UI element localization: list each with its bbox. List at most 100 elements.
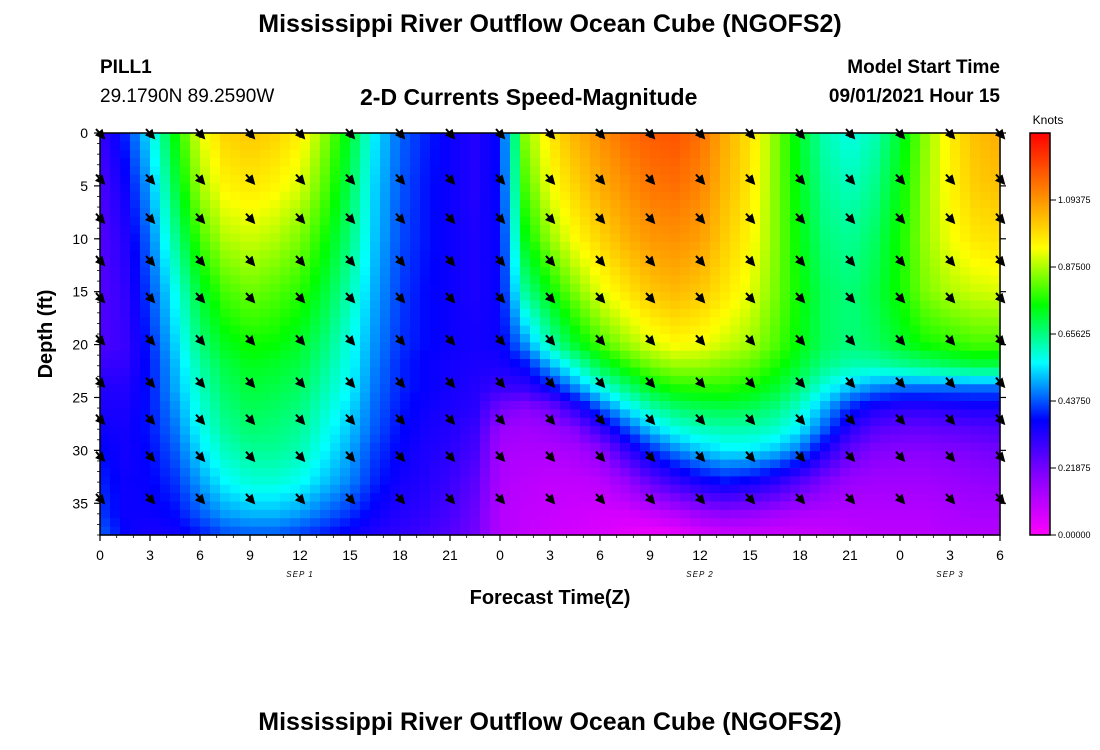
heatmap-cell bbox=[610, 267, 621, 276]
heatmap-cell bbox=[730, 300, 741, 310]
heatmap-cell bbox=[900, 401, 911, 410]
current-vector bbox=[644, 493, 656, 505]
heatmap-cell bbox=[520, 149, 531, 159]
heatmap-cell bbox=[550, 241, 561, 251]
heatmap-cell bbox=[230, 325, 241, 335]
heatmap-cell bbox=[630, 275, 641, 285]
heatmap-cell bbox=[310, 476, 321, 486]
heatmap-cell bbox=[900, 250, 911, 260]
heatmap-cell bbox=[470, 317, 481, 327]
heatmap-cell bbox=[160, 183, 171, 193]
heatmap-cell bbox=[550, 158, 561, 168]
heatmap-cell bbox=[550, 442, 561, 452]
heatmap-cell bbox=[430, 459, 441, 469]
heatmap-cell bbox=[820, 283, 831, 293]
heatmap-cell bbox=[880, 392, 891, 402]
heatmap-cell bbox=[910, 409, 921, 419]
heatmap-cell bbox=[140, 275, 151, 285]
heatmap-cell bbox=[950, 233, 961, 243]
heatmap-cell bbox=[190, 308, 201, 318]
heatmap-cell bbox=[150, 233, 161, 243]
current-vector bbox=[644, 255, 656, 267]
heatmap-cell bbox=[470, 250, 481, 260]
heatmap-cell bbox=[410, 225, 421, 235]
heatmap-cell bbox=[860, 233, 871, 243]
heatmap-cell bbox=[100, 267, 111, 276]
heatmap-cell bbox=[120, 359, 131, 369]
heatmap-cell bbox=[120, 509, 131, 519]
heatmap-cell bbox=[150, 200, 161, 209]
heatmap-cell bbox=[910, 225, 921, 235]
heatmap-cell bbox=[500, 149, 511, 159]
heatmap-cell bbox=[970, 158, 981, 168]
heatmap-cell bbox=[820, 241, 831, 251]
heatmap-cell bbox=[560, 233, 571, 243]
heatmap-cell bbox=[560, 292, 571, 302]
heatmap-cell bbox=[110, 526, 121, 536]
heatmap-cell bbox=[190, 476, 201, 486]
heatmap-cell bbox=[810, 459, 821, 469]
heatmap-cell bbox=[220, 141, 231, 151]
heatmap-cell bbox=[570, 191, 581, 201]
heatmap-cell bbox=[940, 158, 951, 168]
heatmap-cell bbox=[590, 426, 601, 436]
heatmap-cell bbox=[440, 241, 451, 251]
heatmap-cell bbox=[260, 434, 271, 444]
heatmap-cell bbox=[120, 392, 131, 402]
heatmap-cell bbox=[790, 359, 801, 369]
heatmap-cell bbox=[710, 350, 721, 360]
heatmap-cell bbox=[520, 409, 531, 419]
heatmap-cell bbox=[270, 325, 281, 335]
heatmap-cell bbox=[840, 267, 851, 276]
heatmap-cell bbox=[430, 509, 441, 519]
heatmap-cell bbox=[450, 476, 461, 486]
heatmap-cell bbox=[300, 442, 311, 452]
heatmap-cell bbox=[560, 434, 571, 444]
heatmap-cell bbox=[110, 141, 121, 151]
heatmap-cell bbox=[420, 501, 431, 511]
heatmap-cell bbox=[670, 468, 681, 477]
heatmap-cell bbox=[560, 526, 571, 536]
heatmap-cell bbox=[420, 250, 431, 260]
heatmap-cell bbox=[170, 417, 181, 427]
heatmap-cell bbox=[180, 174, 191, 184]
heatmap-cell bbox=[110, 426, 121, 436]
heatmap-cell bbox=[730, 401, 741, 410]
heatmap-cell bbox=[230, 392, 241, 402]
heatmap-cell bbox=[860, 426, 871, 436]
heatmap-cell bbox=[790, 158, 801, 168]
heatmap-cell bbox=[260, 283, 271, 293]
heatmap-cell bbox=[270, 367, 281, 377]
heatmap-cell bbox=[800, 200, 811, 209]
heatmap-cell bbox=[320, 384, 331, 394]
heatmap-cell bbox=[510, 149, 521, 159]
heatmap-cell bbox=[840, 342, 851, 352]
heatmap-cell bbox=[250, 200, 261, 209]
heatmap-cell bbox=[840, 208, 851, 218]
heatmap-cell bbox=[960, 442, 971, 452]
heatmap-cell bbox=[980, 367, 991, 377]
heatmap-cell bbox=[260, 392, 271, 402]
heatmap-cell bbox=[830, 233, 841, 243]
heatmap-cell bbox=[560, 158, 571, 168]
heatmap-cell bbox=[620, 166, 631, 176]
heatmap-cell bbox=[960, 493, 971, 503]
heatmap-cell bbox=[230, 334, 241, 343]
heatmap-cell bbox=[770, 183, 781, 193]
heatmap-cell bbox=[780, 283, 791, 293]
heatmap-cell bbox=[370, 158, 381, 168]
heatmap-cell bbox=[770, 459, 781, 469]
heatmap-cell bbox=[740, 283, 751, 293]
heatmap-cell bbox=[780, 334, 791, 343]
heatmap-cell bbox=[410, 384, 421, 394]
heatmap-cell bbox=[700, 401, 711, 410]
heatmap-cell bbox=[960, 166, 971, 176]
heatmap-cell bbox=[710, 526, 721, 536]
heatmap-cell bbox=[570, 451, 581, 461]
heatmap-cell bbox=[420, 191, 431, 201]
heatmap-cell bbox=[830, 317, 841, 327]
heatmap-cell bbox=[180, 241, 191, 251]
heatmap-cell bbox=[640, 384, 651, 394]
heatmap-cell bbox=[960, 375, 971, 385]
heatmap-cell bbox=[580, 149, 591, 159]
